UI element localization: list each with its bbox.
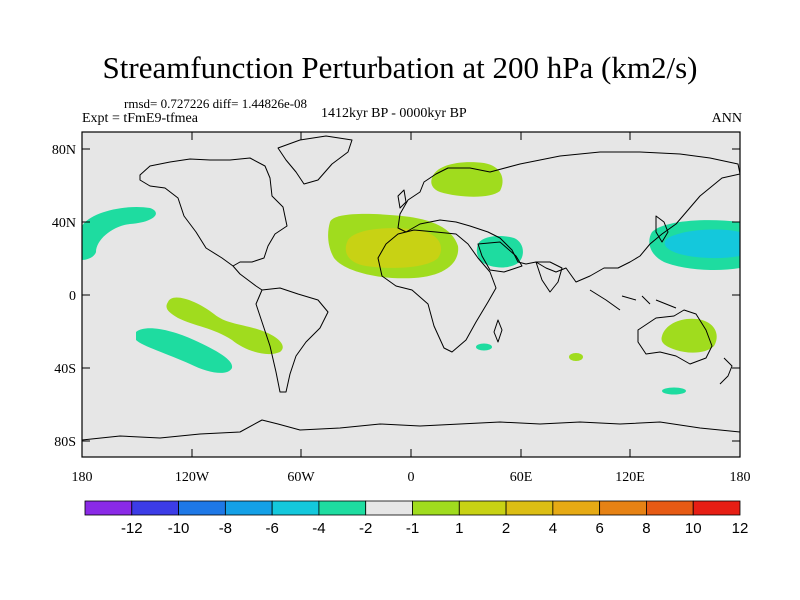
coast-new-zealand xyxy=(719,357,733,385)
season-label: ANN xyxy=(711,111,742,126)
anomaly-sahara-inner xyxy=(345,228,442,268)
colorbar-label: -10 xyxy=(168,520,190,537)
colorbar-label: -12 xyxy=(121,520,143,537)
colorbar-swatch xyxy=(131,500,179,516)
experiment-label: Expt = tFmE9-tfmea xyxy=(82,111,198,126)
coast-madagascar xyxy=(493,319,503,343)
anomaly-indian xyxy=(569,353,583,361)
coast-india xyxy=(535,261,563,293)
colorbar-swatch xyxy=(599,500,647,516)
latitude-labels: 80N 40N 0 40S 80S xyxy=(52,143,76,450)
coast-arabia xyxy=(477,241,523,273)
coast-british-isles xyxy=(397,189,407,209)
colorbar-swatch xyxy=(505,500,554,516)
colorbar-label: -6 xyxy=(265,520,278,537)
longitude-labels: 180 120W 60W 0 60E 120E 180 xyxy=(72,470,751,485)
colorbar-label: -4 xyxy=(312,520,325,537)
colorbar-swatch xyxy=(224,500,273,516)
colorbar-swatch xyxy=(84,500,133,516)
coast-south-america xyxy=(255,287,329,393)
anomaly-tasman xyxy=(662,387,686,395)
colorbar-swatch xyxy=(412,500,460,516)
lon-label-120w: 120W xyxy=(175,470,210,485)
plot-title: Streamfunction Perturbation at 200 hPa (… xyxy=(102,50,698,85)
colorbar-label: 1 xyxy=(455,520,463,537)
colorbar-label: -1 xyxy=(406,520,419,537)
colorbar-swatch xyxy=(271,500,320,516)
lon-label-120e: 120E xyxy=(615,470,645,485)
coast-north-america xyxy=(139,157,288,267)
stats-label: rmsd= 0.727226 diff= 1.44826e-08 xyxy=(124,96,308,111)
time-range-label: 1412kyr BP - 0000kyr BP xyxy=(321,106,467,121)
anomaly-australia xyxy=(661,318,717,353)
coast-greenland xyxy=(277,135,353,185)
colorbar-label: 2 xyxy=(502,520,510,537)
lon-label-180e: 180 xyxy=(730,470,751,485)
lat-label-equator: 0 xyxy=(69,289,76,304)
lat-label-40s: 40S xyxy=(54,362,76,377)
anomaly-satlantic xyxy=(476,343,492,351)
anomaly-espacific xyxy=(166,297,283,355)
colorbar-label: 8 xyxy=(642,520,650,537)
anomaly-npacific-inner xyxy=(664,229,740,259)
coast-japan xyxy=(655,215,669,243)
anomaly-npacific-wrap xyxy=(82,206,156,260)
anomaly-arabia xyxy=(476,236,523,268)
colorbar-label: -8 xyxy=(219,520,232,537)
coast-central-america xyxy=(232,265,263,291)
colorbar-label: -2 xyxy=(359,520,372,537)
coast-eurasia xyxy=(397,151,740,283)
lon-label-180w: 180 xyxy=(72,470,93,485)
lon-label-60w: 60W xyxy=(287,470,315,485)
coast-antarctica xyxy=(82,419,740,441)
colorbar-swatch xyxy=(178,500,226,516)
colorbar-label: 12 xyxy=(732,520,749,537)
colorbar: -12 -10 -8 -6 -4 -2 -1 1 2 4 6 8 10 12 xyxy=(84,500,749,537)
lon-label-0: 0 xyxy=(408,470,415,485)
anomaly-shading xyxy=(82,162,740,395)
axis-ticks xyxy=(82,132,740,457)
lon-label-60e: 60E xyxy=(510,470,533,485)
coast-africa xyxy=(377,229,497,353)
lat-label-80s: 80S xyxy=(54,435,76,450)
colorbar-swatch xyxy=(692,500,741,516)
coastlines xyxy=(82,135,740,441)
map-background xyxy=(82,132,740,457)
coast-australia xyxy=(637,309,713,365)
colorbar-swatch xyxy=(365,500,413,516)
colorbar-swatch xyxy=(552,500,601,516)
lat-label-40n: 40N xyxy=(52,216,76,231)
colorbar-swatch xyxy=(458,500,507,516)
anomaly-spacific xyxy=(136,328,233,373)
colorbar-swatch xyxy=(318,500,367,516)
colorbar-label: 10 xyxy=(685,520,702,537)
colorbar-swatch xyxy=(646,500,694,516)
colorbar-label: 6 xyxy=(595,520,603,537)
coast-indonesia xyxy=(589,289,677,311)
lat-label-80n: 80N xyxy=(52,143,76,158)
colorbar-label: 4 xyxy=(549,520,557,537)
